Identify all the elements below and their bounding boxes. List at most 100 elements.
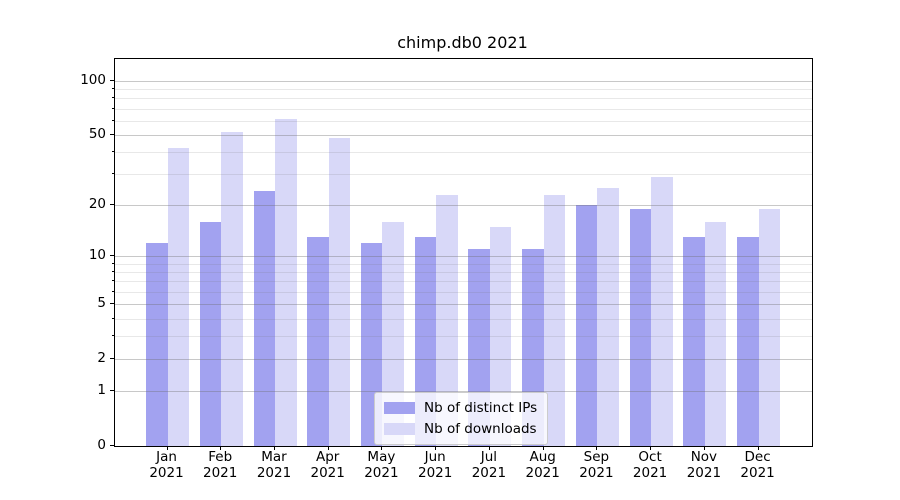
x-tick-label-feb: Feb 2021 — [203, 449, 238, 481]
y-tick-20 — [110, 204, 114, 206]
bar-nb-of-downloads-jan — [167, 148, 189, 446]
legend-label-downloads: Nb of downloads — [424, 421, 537, 437]
y-tick-60 — [112, 119, 115, 121]
bar-nb-of-downloads-aug — [543, 194, 566, 446]
gridline-y-30 — [115, 174, 812, 176]
gridline-y-90 — [115, 89, 812, 90]
gridline-y-70 — [115, 108, 812, 110]
gridline-y-60 — [115, 120, 812, 122]
legend-item-distinct-ips: Nb of distinct IPs — [384, 400, 537, 416]
gridline-y-1 — [115, 391, 812, 393]
bar-nb-of-distinct-ips-apr — [307, 237, 329, 446]
gridline-y-80 — [115, 98, 812, 100]
bar-nb-of-distinct-ips-mar — [253, 191, 275, 446]
gridline-y-10 — [115, 256, 812, 258]
y-tick-0 — [110, 445, 114, 446]
legend-swatch-distinct-ips — [384, 402, 415, 414]
x-tick-mar — [274, 446, 275, 450]
y-tick-9 — [112, 262, 115, 264]
x-tick-label-mar: Mar 2021 — [256, 449, 292, 481]
bar-nb-of-downloads-oct — [651, 176, 673, 446]
y-tick-label-2: 2 — [97, 350, 106, 367]
gridline-y-20 — [115, 205, 812, 207]
gridline-y-100 — [115, 80, 812, 82]
y-tick-30 — [112, 173, 115, 175]
y-tick-label-100: 100 — [80, 71, 106, 88]
gridline-y-3 — [115, 336, 812, 338]
bar-nb-of-downloads-dec — [758, 208, 781, 446]
bar-nb-of-downloads-may — [382, 221, 404, 446]
y-tick-2 — [110, 358, 114, 360]
y-tick-label-5: 5 — [97, 295, 106, 312]
y-tick-4 — [112, 317, 115, 319]
x-tick-label-jun: Jun 2021 — [418, 449, 453, 481]
y-tick-100 — [110, 79, 114, 81]
x-tick-label-oct: Oct 2021 — [632, 449, 668, 481]
y-tick-1 — [110, 390, 114, 392]
gridline-y-2 — [115, 359, 812, 361]
y-tick-label-0: 0 — [97, 437, 106, 453]
x-tick-label-apr: Apr 2021 — [310, 449, 345, 481]
bar-nb-of-distinct-ips-oct — [629, 208, 652, 446]
x-tick-jan — [166, 446, 168, 450]
legend-swatch-downloads — [384, 423, 415, 435]
y-tick-label-20: 20 — [88, 196, 106, 213]
y-tick-70 — [112, 107, 115, 109]
bar-nb-of-downloads-feb — [221, 131, 243, 446]
x-tick-sep — [596, 446, 598, 450]
gridline-y-7 — [115, 281, 812, 283]
y-tick-5 — [110, 303, 114, 305]
bar-nb-of-downloads-jul — [489, 226, 512, 446]
x-tick-aug — [542, 446, 544, 450]
bar-nb-of-downloads-mar — [275, 119, 297, 446]
chart-title: chimp.db0 2021 — [397, 33, 528, 52]
bar-nb-of-downloads-nov — [704, 221, 727, 446]
x-tick-feb — [220, 446, 222, 450]
y-tick-10 — [110, 255, 114, 257]
y-tick-label-50: 50 — [88, 125, 106, 142]
bar-nb-of-downloads-sep — [597, 188, 619, 446]
x-tick-label-may: May 2021 — [364, 449, 399, 481]
bar-nb-of-downloads-apr — [328, 138, 351, 446]
gridline-y-4 — [115, 318, 812, 320]
y-tick-40 — [112, 151, 115, 153]
bar-nb-of-distinct-ips-dec — [737, 237, 759, 446]
y-tick-7 — [112, 280, 115, 282]
legend: Nb of distinct IPs Nb of downloads — [374, 392, 549, 445]
x-tick-oct — [650, 446, 652, 450]
x-tick-label-dec: Dec 2021 — [740, 449, 775, 481]
legend-label-distinct-ips: Nb of distinct IPs — [424, 400, 538, 416]
x-tick-may — [381, 446, 383, 450]
x-tick-label-sep: Sep 2021 — [579, 449, 614, 481]
gridline-y-8 — [115, 272, 812, 274]
x-tick-label-aug: Aug 2021 — [525, 449, 560, 481]
y-tick-90 — [112, 88, 115, 89]
x-tick-label-jan: Jan 2021 — [149, 449, 184, 481]
x-tick-label-jul: Jul 2021 — [471, 449, 507, 481]
y-tick-3 — [112, 335, 115, 337]
y-tick-6 — [112, 291, 115, 292]
x-tick-jul — [488, 446, 490, 450]
y-tick-80 — [112, 97, 115, 99]
y-tick-label-10: 10 — [88, 247, 106, 264]
y-tick-50 — [110, 133, 114, 135]
plot-area: Nb of distinct IPs Nb of downloads — [114, 58, 813, 447]
bar-nb-of-distinct-ips-feb — [199, 221, 222, 446]
x-tick-jun — [435, 446, 437, 450]
bar-nb-of-distinct-ips-nov — [683, 237, 705, 446]
y-tick-label-1: 1 — [97, 382, 106, 399]
x-tick-nov — [703, 446, 705, 450]
x-tick-apr — [327, 446, 329, 450]
legend-item-downloads: Nb of downloads — [384, 421, 537, 437]
gridline-y-9 — [115, 263, 812, 265]
y-tick-8 — [112, 271, 115, 273]
gridline-y-50 — [115, 134, 812, 136]
bar-nb-of-distinct-ips-jan — [146, 243, 168, 446]
gridline-y-5 — [115, 304, 812, 306]
bar-nb-of-downloads-jun — [436, 194, 458, 446]
x-tick-label-nov: Nov 2021 — [686, 449, 722, 481]
x-tick-dec — [757, 446, 759, 450]
gridline-y-6 — [115, 292, 812, 293]
gridline-y-40 — [115, 152, 812, 154]
